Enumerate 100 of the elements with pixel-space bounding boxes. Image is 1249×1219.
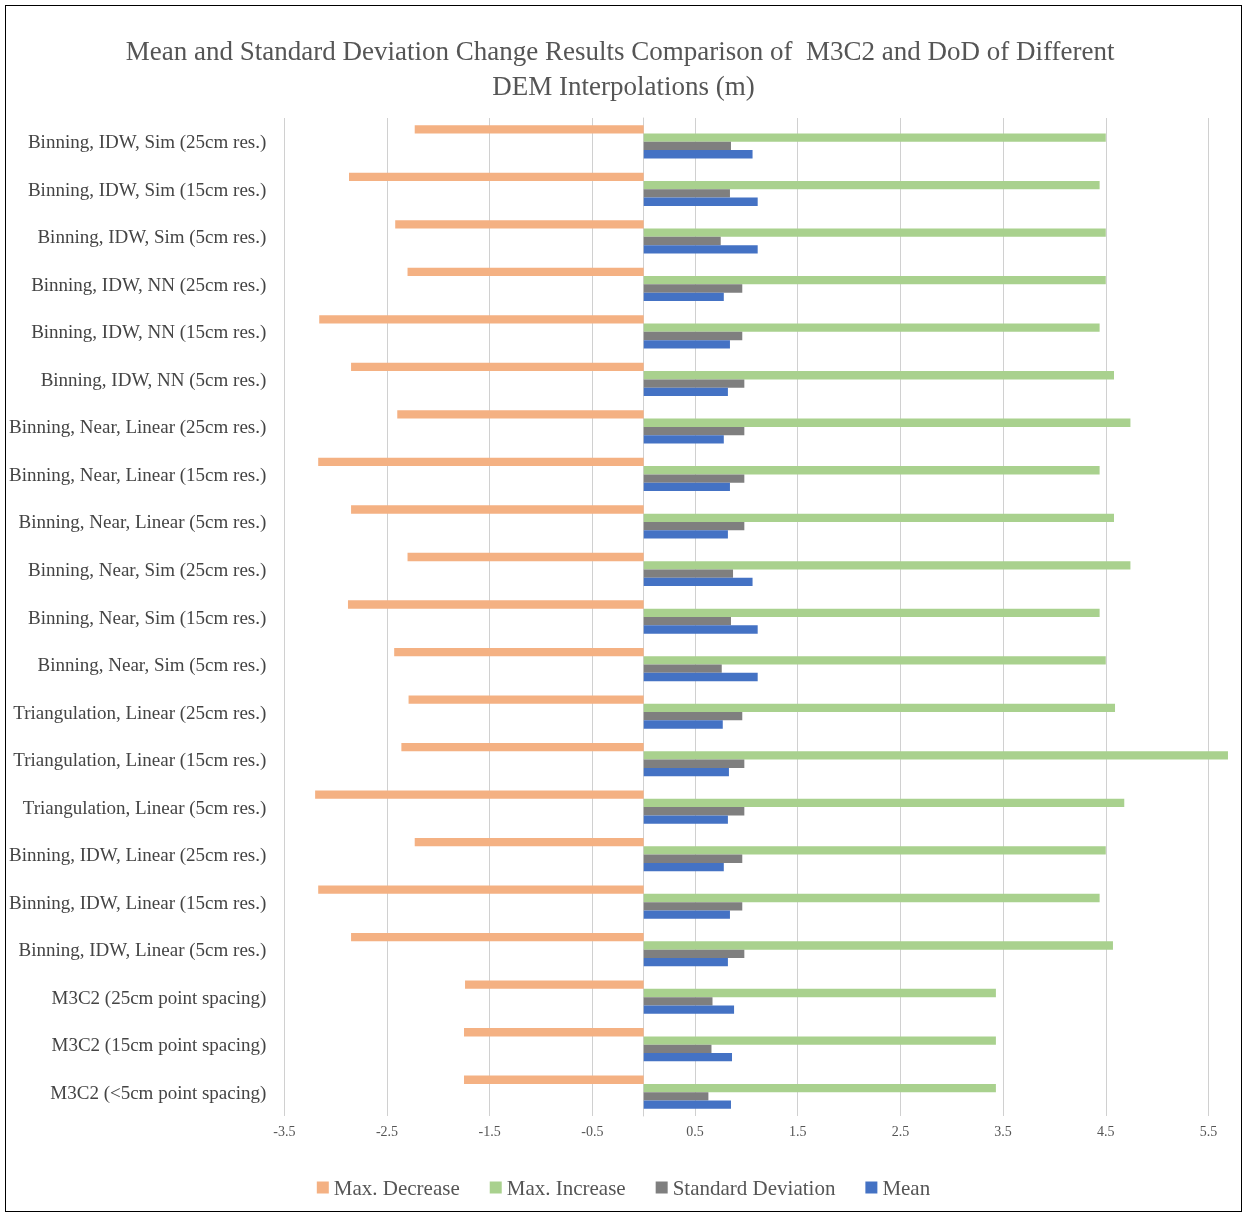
bar: [643, 910, 730, 919]
y-tick-label: M3C2 (25cm point spacing): [51, 986, 267, 1009]
y-tick-label: Binning, IDW, Linear (25cm res.): [8, 844, 267, 867]
bar: [643, 862, 724, 872]
bar: [351, 505, 644, 514]
bar: [643, 482, 730, 492]
y-tick-label: Binning, Near, Linear (5cm res.): [18, 511, 267, 534]
y-tick-label: Binning, Near, Linear (25cm res.): [9, 416, 267, 439]
bar: [643, 608, 1100, 617]
y-tick-label: Triangulation, Linear (15cm res.): [13, 749, 267, 772]
y-tick-label: Triangulation, Linear (5cm res.): [22, 796, 267, 819]
bar: [643, 703, 1116, 713]
bar: [643, 997, 713, 1006]
bar: [643, 1100, 731, 1109]
bar: [643, 846, 1106, 855]
bar: [643, 751, 1228, 760]
bar: [643, 712, 743, 721]
bar: [643, 1036, 996, 1045]
bar: [643, 656, 1106, 665]
legend-label: Max. Decrease: [333, 1175, 460, 1200]
bar: [465, 980, 644, 989]
bar: [318, 457, 644, 467]
bar: [395, 220, 644, 229]
y-tick-label: Binning, IDW, Sim (25cm res.): [27, 131, 267, 154]
bar: [643, 949, 745, 958]
y-tick-label: Binning, IDW, Linear (5cm res.): [18, 939, 267, 962]
bar: [643, 988, 996, 998]
legend-label: Max. Increase: [506, 1175, 626, 1200]
x-tick-label: -0.5: [581, 1123, 604, 1139]
bar: [643, 387, 728, 397]
bar: [643, 340, 730, 349]
x-tick-label: 1.5: [788, 1123, 807, 1139]
bar: [394, 647, 644, 657]
bar: [643, 435, 724, 444]
chart-title: Mean and Standard Deviation Change Results Comparison of M3C2 and DoD of Different DEM Interpolations (m): [125, 35, 1122, 101]
bar: [408, 695, 644, 704]
bar: [643, 284, 743, 293]
bar: [643, 513, 1114, 522]
bar: [643, 957, 728, 967]
x-tick-label: 4.5: [1097, 1123, 1115, 1139]
bar: [643, 767, 729, 777]
y-tick-label: Binning, Near, Linear (15cm res.): [9, 463, 267, 486]
bar: [643, 815, 728, 824]
bar: [643, 1083, 996, 1093]
bar: [643, 331, 743, 341]
bar: [643, 426, 745, 436]
bar: [643, 180, 1100, 190]
bar: [351, 933, 644, 942]
bar: [643, 530, 728, 539]
bar: [643, 521, 745, 531]
bar: [643, 150, 753, 159]
y-tick-label: M3C2 (15cm point spacing): [51, 1034, 267, 1057]
bar: [643, 672, 758, 682]
bar: [643, 720, 723, 729]
bar: [643, 1005, 735, 1014]
bar: [315, 790, 644, 799]
bar: [349, 172, 644, 181]
y-tick-label: Binning, IDW, Sim (15cm res.): [27, 178, 267, 201]
bar: [643, 893, 1100, 903]
bar: [464, 1075, 644, 1084]
bar: [464, 1028, 644, 1037]
x-tick-label: 5.5: [1199, 1123, 1218, 1139]
bar: [643, 245, 758, 254]
x-tick-label: 0.5: [686, 1123, 704, 1139]
bar: [643, 141, 731, 151]
bar: [643, 854, 743, 863]
y-tick-label: Binning, IDW, NN (15cm res.): [31, 321, 267, 344]
bar: [643, 133, 1106, 142]
bar: [397, 410, 644, 419]
bar: [643, 379, 745, 388]
bar: [643, 807, 745, 816]
bar: [643, 941, 1113, 950]
y-tick-label: Binning, IDW, NN (25cm res.): [31, 273, 267, 296]
legend-label: Standard Deviation: [672, 1175, 836, 1200]
bar: [643, 625, 758, 634]
bar: [318, 885, 644, 894]
y-tick-label: Binning, Near, Sim (25cm res.): [28, 558, 267, 581]
bar: [643, 236, 721, 246]
x-tick-label: -3.5: [273, 1123, 296, 1139]
bar: [643, 617, 731, 626]
bar: [643, 759, 745, 768]
y-tick-label: Triangulation, Linear (25cm res.): [13, 701, 267, 724]
bar: [643, 1044, 712, 1054]
bar: [643, 561, 1131, 570]
bar: [643, 323, 1100, 332]
bar: [643, 798, 1125, 808]
y-tick-label: Binning, IDW, Linear (15cm res.): [8, 891, 267, 914]
x-tick-label: 2.5: [891, 1123, 910, 1139]
y-tick-label: Binning, Near, Sim (5cm res.): [37, 654, 267, 677]
bar: [414, 125, 644, 134]
bar: [643, 228, 1106, 237]
bar: [643, 189, 730, 198]
bar: [407, 552, 644, 562]
bar: [643, 577, 753, 587]
bar: [351, 362, 644, 372]
bar: [643, 292, 724, 301]
x-tick-label: -2.5: [375, 1123, 399, 1139]
bar: [643, 1053, 733, 1062]
bar: [643, 902, 743, 911]
bar: [643, 466, 1100, 475]
